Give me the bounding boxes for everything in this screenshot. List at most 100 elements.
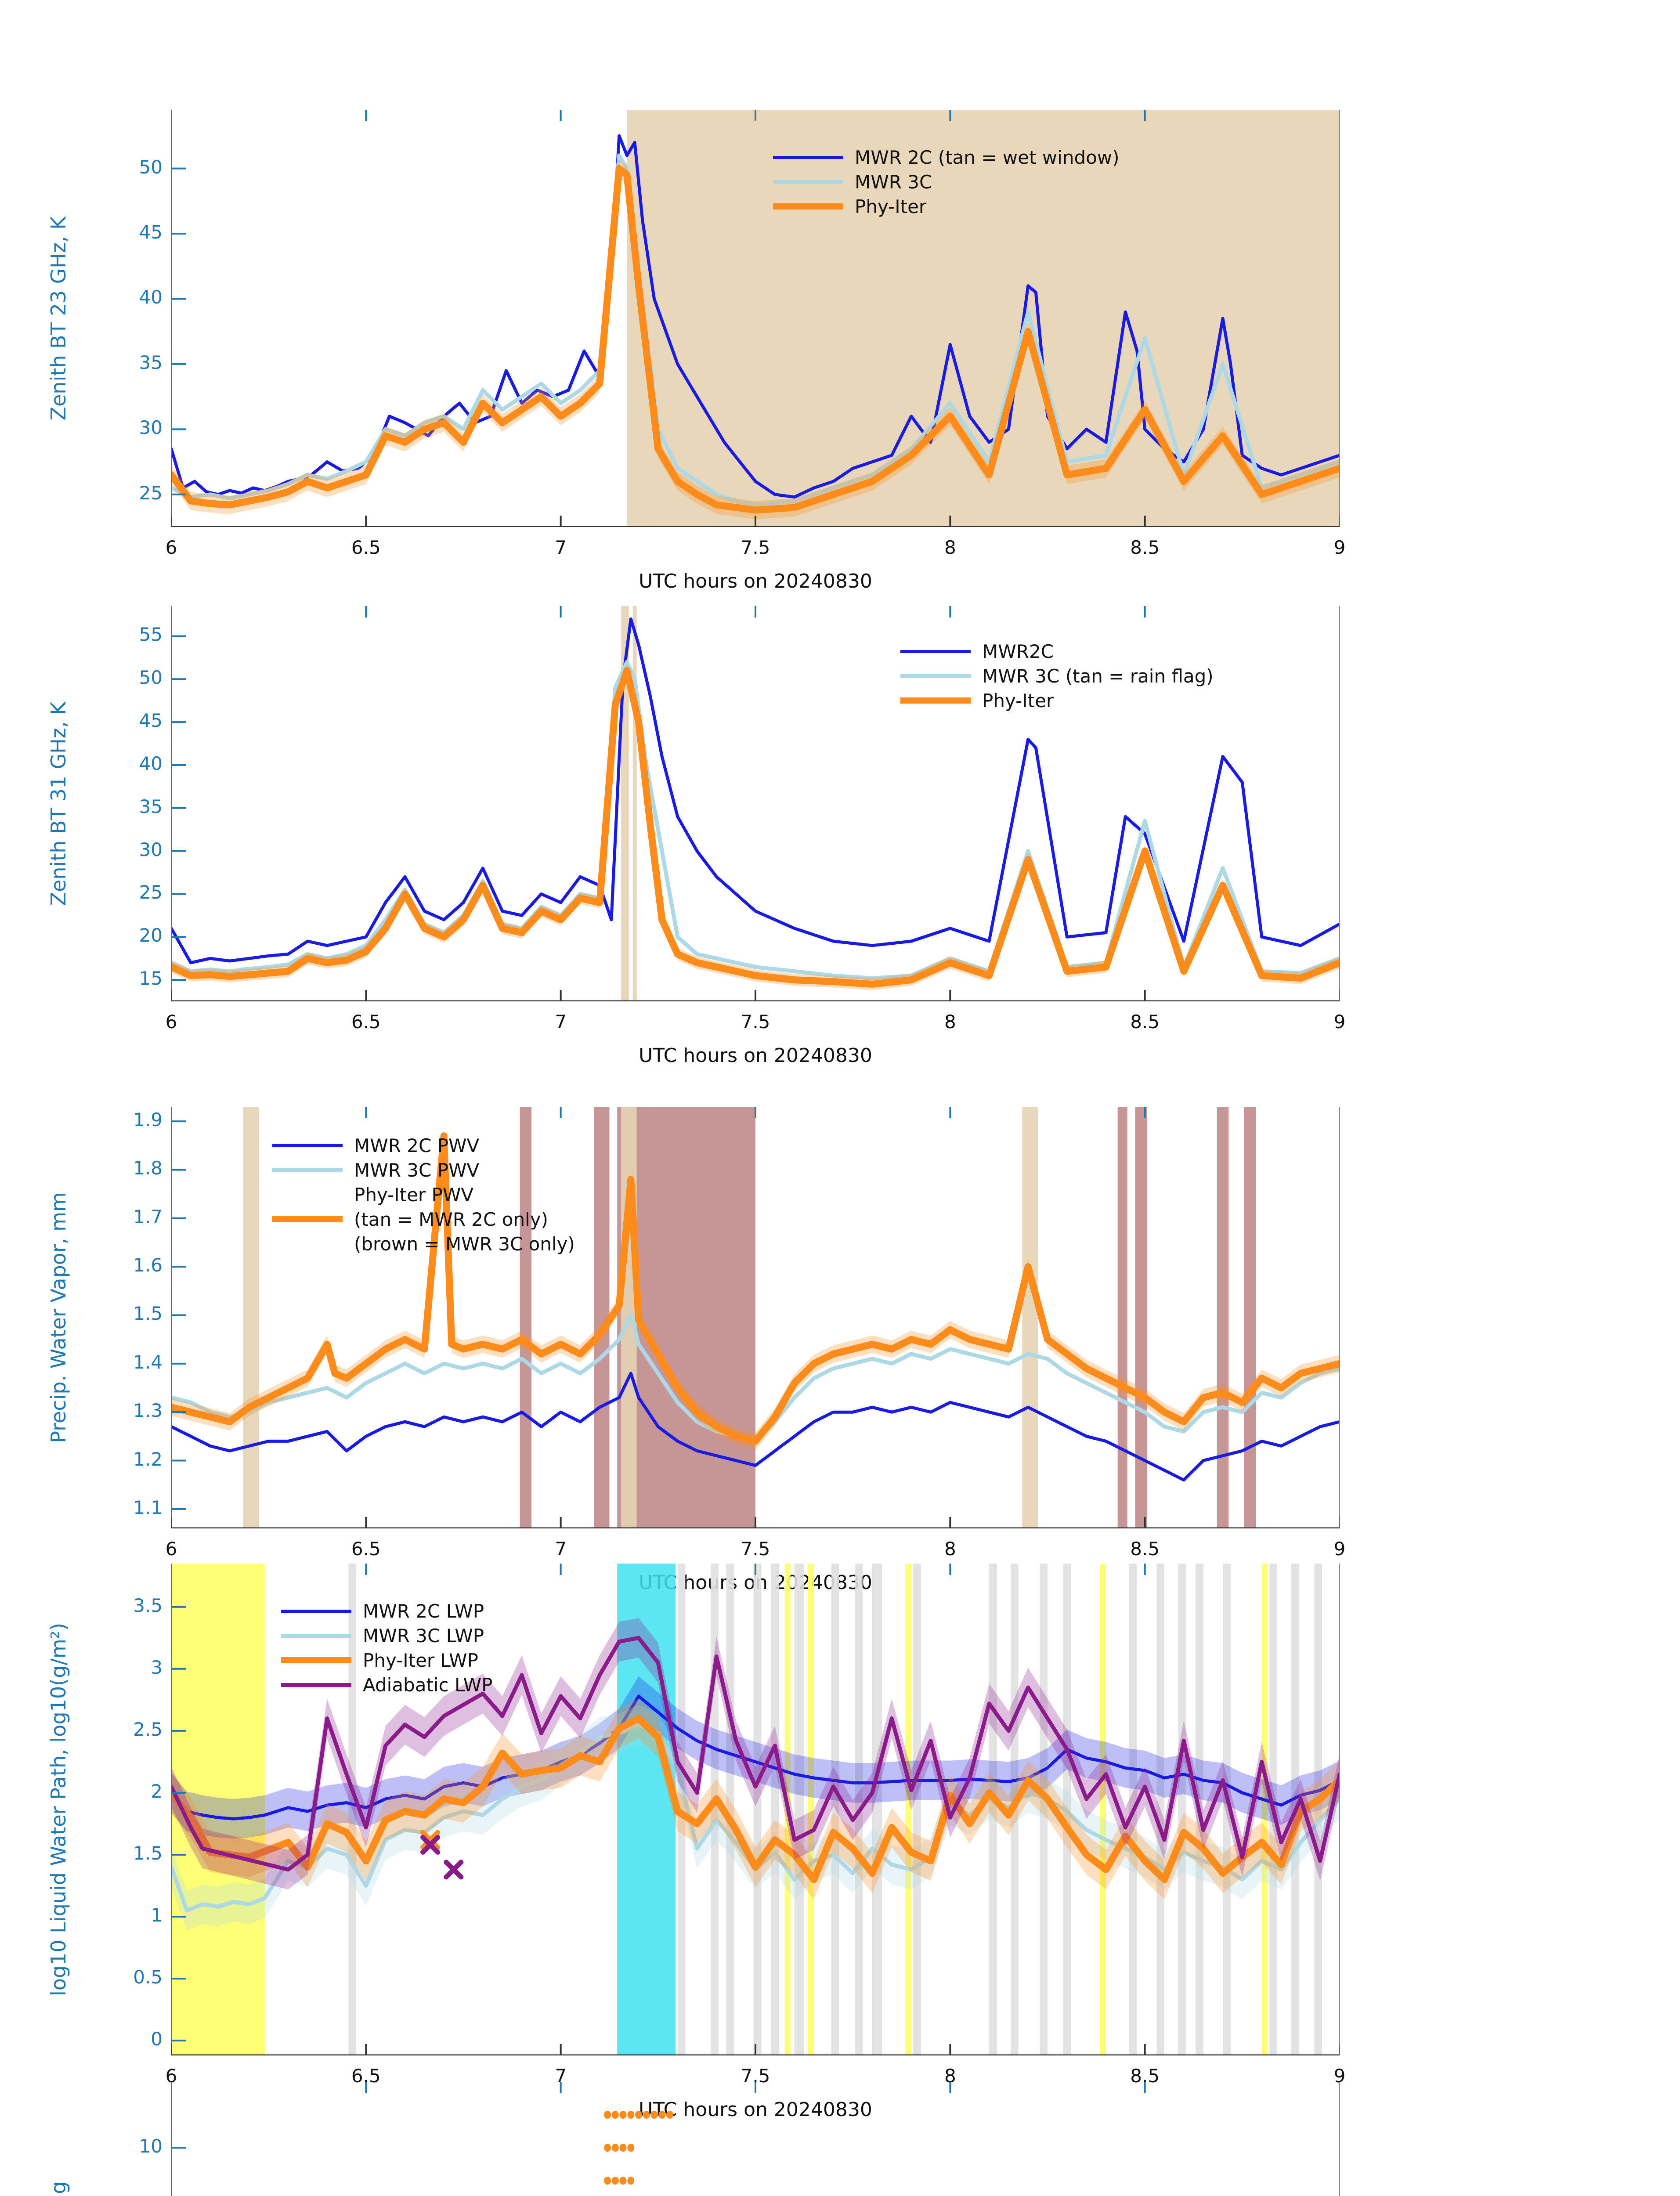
legend-item[interactable]: Adiabatic LWP: [281, 1672, 492, 1697]
x-axis-tick-label: 6: [165, 537, 177, 558]
shaded-region: [726, 1564, 734, 2055]
plot-area-bt31: [171, 606, 1340, 1001]
legend-item[interactable]: MWR 2C LWP: [281, 1599, 492, 1623]
x-axis-tick-label: 6.5: [351, 1011, 381, 1033]
y-axis-tick-label: 25: [139, 881, 163, 903]
x-axis-title: UTC hours on 20240830: [639, 570, 872, 592]
plot-area-pwv: [171, 1107, 1340, 1528]
x-axis-title: UTC hours on 20240830: [639, 1044, 872, 1067]
shaded-region: [1040, 1564, 1048, 2055]
legend-label: (tan = MWR 2C only): [354, 1208, 549, 1230]
y-axis-title: Precip. Water Vapor, mm: [47, 1192, 70, 1443]
y-axis-tick-label: 1.9: [133, 1109, 163, 1131]
panel-bt31: 15 20 25 30 35 40 45 50 55 Zenith BT 31 GHz, K 6 6.…: [0, 606, 1680, 1133]
series-line-mwr2c: [171, 617, 1340, 964]
plot-area-bt23: [171, 110, 1340, 527]
x-axis-tick-label: 8.5: [1130, 1011, 1160, 1033]
y-axis-title: Zenith BT 31 GHz, K: [47, 701, 70, 906]
legend-item[interactable]: Phy-Iter PWV: [272, 1182, 575, 1207]
dq-flag-point: [666, 2111, 673, 2119]
x-axis-tick-label: 6.5: [351, 537, 381, 558]
x-axis-tick-label: 8.5: [1130, 1538, 1160, 1560]
series-line-mwr-3c: [171, 153, 1340, 507]
uncertainty-band: [171, 1618, 1340, 1889]
x-axis-tick-label: 9: [1333, 537, 1346, 558]
shaded-region: [1117, 1107, 1127, 1528]
legend-item[interactable]: Phy-Iter: [900, 688, 1214, 713]
uncertainty-band: [171, 159, 1340, 520]
y-axis-tick-label: 1.7: [133, 1206, 163, 1228]
legend-item[interactable]: MWR 3C: [773, 170, 1120, 194]
y-axis-tick-label: 15: [139, 968, 163, 990]
legend-item[interactable]: (tan = MWR 2C only): [272, 1207, 575, 1232]
phyiter-x-marker: [420, 1830, 441, 1850]
legend-label: MWR 2C LWP: [363, 1600, 484, 1622]
x-axis-tick-label: 7.5: [741, 1011, 770, 1033]
shaded-region: [831, 1564, 839, 2055]
shaded-region: [1217, 1107, 1229, 1528]
legend-bt23: MWR 2C (tan = wet window) MWR 3C Phy-Iter: [773, 145, 1120, 219]
legend-label: Phy-Iter PWV: [354, 1184, 474, 1206]
y-axis-tick-label: 1.1: [133, 1496, 163, 1518]
x-axis-tick-label: 6.5: [351, 1538, 381, 1560]
panel-lwp: 0 0.5 1 1.5 2 2.5 3 3.5 log10 Liquid Water Path,…: [0, 1564, 1680, 2187]
x-axis-tick-label: 6: [165, 1011, 177, 1033]
legend-label: MWR 3C (tan = rain flag): [982, 665, 1214, 687]
y-axis-tick-label: 55: [139, 624, 163, 646]
uncertainty-band: [171, 1698, 1340, 1900]
y-axis-tick-label: 40: [139, 752, 163, 774]
dq-flag-point: [635, 2111, 642, 2119]
shaded-region: [905, 1564, 911, 2055]
legend-item[interactable]: MWR 2C PWV: [272, 1133, 575, 1158]
shaded-region: [1135, 1107, 1147, 1528]
y-axis-tick-label: 50: [139, 156, 163, 178]
legend-swatch: [281, 1683, 351, 1687]
y-axis-tick-label: 30: [139, 838, 163, 860]
panel-bt23: 25 30 35 40 45 50 Zenith BT 23 GHz, K 6 6.5 7 7.5 8…: [0, 110, 1680, 659]
dq-flag-point: [611, 2144, 619, 2152]
shaded-region: [243, 1107, 259, 1528]
x-axis-tick-label: 6: [165, 1538, 177, 1560]
legend-item[interactable]: MWR 3C (tan = rain flag): [900, 664, 1214, 688]
y-axis-tick-label: 1.8: [133, 1157, 163, 1179]
legend-item[interactable]: Phy-Iter LWP: [281, 1648, 492, 1672]
legend-item[interactable]: (brown = MWR 3C only): [272, 1232, 575, 1256]
legend-swatch: [900, 697, 971, 704]
legend-label: Phy-Iter LWP: [363, 1649, 478, 1671]
legend-item[interactable]: MWR 3C LWP: [281, 1623, 492, 1648]
shaded-region: [794, 1564, 804, 2055]
legend-swatch: [272, 1144, 343, 1147]
legend-label: MWR 3C: [855, 171, 932, 193]
y-axis-tick-label: 2.5: [133, 1718, 163, 1740]
legend-swatch: [773, 203, 843, 209]
y-axis-tick-label: 20: [139, 925, 163, 946]
dq-flag-point: [611, 2177, 619, 2185]
axis-frame: [171, 2082, 1340, 2196]
legend-item[interactable]: MWR 3C PWV: [272, 1158, 575, 1182]
shaded-region: [1314, 1564, 1322, 2055]
legend-swatch: [773, 180, 843, 184]
y-axis-title: log10 Liquid Water Path, log10(g/m²): [47, 1622, 70, 1997]
y-axis-tick-label: 1.4: [133, 1351, 163, 1373]
x-axis-title: UTC hours on 20240830: [639, 2098, 872, 2121]
legend-item[interactable]: MWR2C: [900, 639, 1214, 664]
x-axis-tick-label: 9: [1333, 1011, 1346, 1033]
y-axis-tick-label: 1.5: [133, 1303, 163, 1325]
series-line-phy-iter-lwp: [171, 1715, 1340, 1883]
shaded-region: [677, 1564, 686, 2055]
dq-flag-point: [658, 2111, 666, 2119]
legend-label: MWR 2C PWV: [354, 1134, 480, 1156]
legend-item[interactable]: MWR 2C (tan = wet window): [773, 145, 1120, 170]
panel-dqflag: 0246810MWR Phy Iter DQ Flag66.577.588.59…: [0, 2082, 1680, 2196]
legend-label: Adiabatic LWP: [363, 1674, 493, 1696]
y-axis-tick-label: 1.3: [133, 1400, 163, 1422]
legend-swatch: [900, 674, 971, 678]
y-axis-tick-label: 0: [151, 2028, 163, 2050]
plot-area-dqflag: [171, 2082, 1340, 2196]
legend-item[interactable]: Phy-Iter: [773, 194, 1120, 219]
x-axis-tick-label: 7.5: [741, 537, 770, 558]
legend-swatch: [272, 1216, 343, 1222]
shaded-region: [753, 1564, 762, 2055]
legend-swatch: [900, 650, 971, 653]
